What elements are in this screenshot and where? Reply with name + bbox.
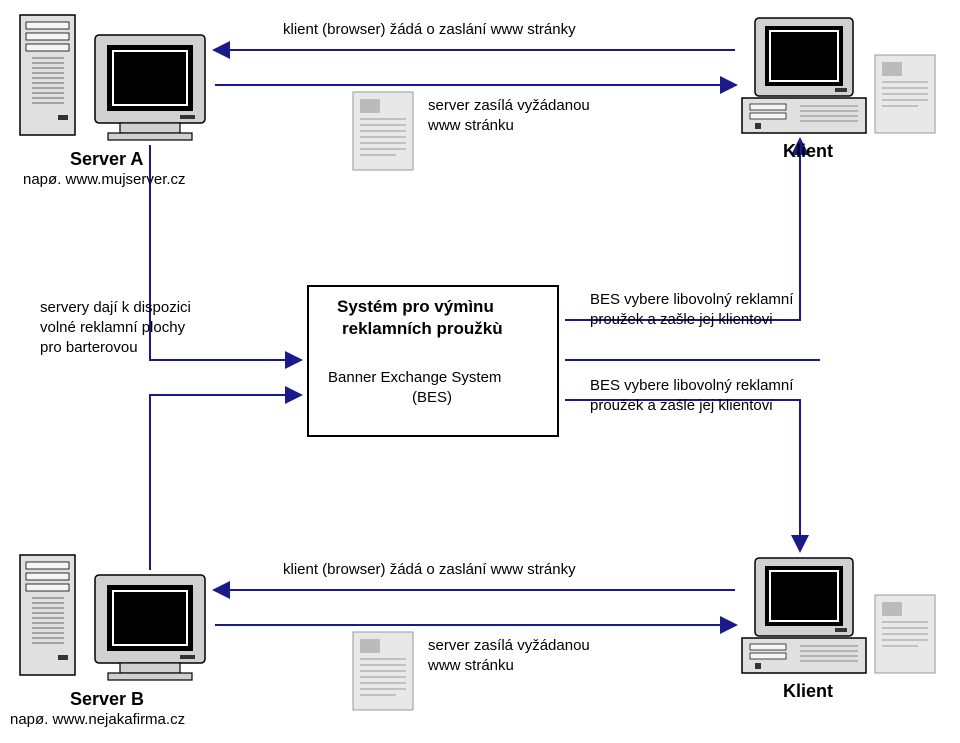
arrow-bes-clientbottom bbox=[565, 400, 800, 550]
request-bottom-label: klient (browser) žádá o zaslání www strá… bbox=[283, 560, 576, 580]
servers-give-l3: pro barterovou bbox=[40, 338, 138, 358]
client-top-label: Klient bbox=[783, 140, 833, 163]
bes-pick-l2: proužek a zašle jej klientovi bbox=[590, 310, 773, 330]
servers-give-l1: servery dají k dispozici bbox=[40, 298, 191, 318]
client-bottom-label: Klient bbox=[783, 680, 833, 703]
bes-pick-l1: BES vybere libovolný reklamní bbox=[590, 290, 793, 310]
client-top-icon bbox=[742, 18, 935, 133]
arrow-serverb-bes bbox=[150, 395, 300, 570]
response-top-label-l1: server zasílá vyžádanou bbox=[428, 96, 590, 116]
server-a-icon bbox=[20, 15, 205, 140]
response-top-label-l2: www stránku bbox=[428, 116, 514, 136]
server-a-sub: napø. www.mujserver.cz bbox=[23, 170, 186, 190]
request-top-label: klient (browser) žádá o zaslání www strá… bbox=[283, 20, 576, 40]
bes-pick2-l2: proužek a zašle jej klientovi bbox=[590, 396, 773, 416]
page-icon-top bbox=[353, 92, 413, 170]
client-bottom-icon bbox=[742, 558, 935, 673]
servers-give-l2: volné reklamní plochy bbox=[40, 318, 185, 338]
server-a-name: Server A bbox=[70, 148, 143, 171]
page-icon-bottom bbox=[353, 632, 413, 710]
bes-sub-l2: (BES) bbox=[412, 388, 452, 408]
server-b-sub: napø. www.nejakafirma.cz bbox=[10, 710, 185, 730]
bes-sub-l1: Banner Exchange System bbox=[328, 368, 501, 388]
response-bottom-label-l2: www stránku bbox=[428, 656, 514, 676]
bes-title-l2: reklamních proužkù bbox=[342, 318, 503, 340]
bes-title-l1: Systém pro výmìnu bbox=[337, 296, 494, 318]
server-b-icon bbox=[20, 555, 205, 680]
server-b-name: Server B bbox=[70, 688, 144, 711]
bes-pick2-l1: BES vybere libovolný reklamní bbox=[590, 376, 793, 396]
response-bottom-label-l1: server zasílá vyžádanou bbox=[428, 636, 590, 656]
